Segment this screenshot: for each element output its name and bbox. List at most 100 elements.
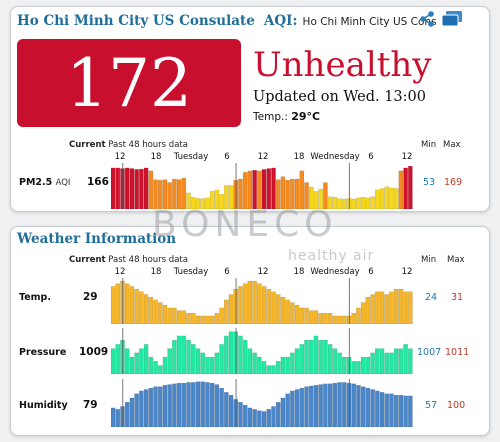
temp-bar[interactable] <box>275 294 281 324</box>
pm25-bar[interactable] <box>214 189 220 209</box>
temp-bar[interactable] <box>209 315 215 324</box>
pm25-bar[interactable] <box>313 191 319 209</box>
pressure-bar[interactable] <box>172 339 177 374</box>
pm25-bar[interactable] <box>275 179 281 209</box>
pressure-bar[interactable] <box>275 361 281 374</box>
temp-bar[interactable] <box>247 280 253 324</box>
pressure-bar[interactable] <box>271 365 276 374</box>
temp-bar[interactable] <box>176 310 182 324</box>
pressure-bar[interactable] <box>294 348 300 374</box>
pressure-bar[interactable] <box>332 348 338 374</box>
pressure-bar[interactable] <box>134 352 139 374</box>
pressure-bar[interactable] <box>308 339 314 374</box>
temp-bar[interactable] <box>271 291 276 324</box>
pm25-bar[interactable] <box>304 182 309 209</box>
humidity-bar[interactable] <box>191 382 196 427</box>
pressure-bar[interactable] <box>167 348 172 374</box>
humidity-bar[interactable] <box>280 397 286 427</box>
humidity-sparkline[interactable] <box>111 379 413 427</box>
temp-bar[interactable] <box>162 305 168 324</box>
pm25-bar[interactable] <box>285 180 290 209</box>
humidity-bar[interactable] <box>318 384 323 427</box>
humidity-bar[interactable] <box>294 389 300 427</box>
temp-bar[interactable] <box>294 305 300 324</box>
share-icon[interactable] <box>419 10 435 32</box>
pm25-bar[interactable] <box>384 186 390 209</box>
temp-bar[interactable] <box>370 294 375 324</box>
temp-bar[interactable] <box>224 299 229 324</box>
temp-bar[interactable] <box>143 294 149 324</box>
temp-bar[interactable] <box>304 307 309 324</box>
pressure-bar[interactable] <box>403 344 408 374</box>
humidity-bar[interactable] <box>153 386 158 427</box>
pressure-bar[interactable] <box>205 356 210 374</box>
pressure-bar[interactable] <box>327 344 333 374</box>
pm25-bar[interactable] <box>205 197 210 209</box>
humidity-bar[interactable] <box>143 389 149 427</box>
pressure-bar[interactable] <box>129 356 135 374</box>
pressure-bar[interactable] <box>214 352 220 374</box>
pressure-bar[interactable] <box>304 339 309 374</box>
pm25-bar[interactable] <box>224 185 229 209</box>
humidity-bar[interactable] <box>224 392 229 427</box>
pm25-bar[interactable] <box>299 170 305 209</box>
pressure-bar[interactable] <box>313 335 319 374</box>
pm25-bar[interactable] <box>342 198 347 209</box>
pressure-bar[interactable] <box>186 339 191 374</box>
pressure-bar[interactable] <box>261 361 267 374</box>
pressure-bar[interactable] <box>337 352 342 374</box>
temp-bar[interactable] <box>318 313 323 324</box>
temp-bar[interactable] <box>261 286 267 324</box>
pressure-bar[interactable] <box>162 356 168 374</box>
humidity-bar[interactable] <box>172 383 177 427</box>
humidity-bar[interactable] <box>205 382 210 427</box>
humidity-bar[interactable] <box>275 402 281 427</box>
pressure-bar[interactable] <box>285 356 290 374</box>
pressure-sparkline[interactable] <box>111 328 413 374</box>
temp-bar[interactable] <box>389 291 394 324</box>
humidity-bar[interactable] <box>228 394 234 427</box>
pressure-bar[interactable] <box>342 356 347 374</box>
temp-bar[interactable] <box>238 286 243 324</box>
humidity-bar[interactable] <box>365 387 371 427</box>
humidity-bar[interactable] <box>299 387 305 427</box>
pressure-bar[interactable] <box>360 356 366 374</box>
humidity-bar[interactable] <box>304 386 309 427</box>
pressure-bar[interactable] <box>139 348 144 374</box>
pm25-bar[interactable] <box>242 172 248 209</box>
pressure-bar[interactable] <box>224 335 229 374</box>
pressure-bar[interactable] <box>266 365 272 374</box>
temp-bar[interactable] <box>323 313 328 324</box>
pressure-bar[interactable] <box>370 352 375 374</box>
pm25-bar[interactable] <box>143 167 149 209</box>
humidity-bar[interactable] <box>124 402 130 427</box>
temp-bar[interactable] <box>351 313 356 324</box>
pm25-bar[interactable] <box>200 198 205 209</box>
temp-bar[interactable] <box>408 291 413 324</box>
pressure-bar[interactable] <box>209 356 215 374</box>
humidity-bar[interactable] <box>375 390 380 427</box>
humidity-bar[interactable] <box>261 411 267 427</box>
temp-bar[interactable] <box>285 299 290 324</box>
temp-bar[interactable] <box>356 307 361 324</box>
temp-bar[interactable] <box>242 283 248 324</box>
pm25-bar[interactable] <box>318 188 323 209</box>
temp-bar[interactable] <box>129 286 135 324</box>
temp-bar[interactable] <box>134 288 139 324</box>
humidity-bar[interactable] <box>384 393 390 427</box>
pressure-bar[interactable] <box>393 348 399 374</box>
pressure-bar[interactable] <box>389 352 394 374</box>
pm25-bar[interactable] <box>148 170 154 209</box>
humidity-bar[interactable] <box>403 395 408 427</box>
humidity-bar[interactable] <box>285 393 290 427</box>
pm25-bar[interactable] <box>172 178 177 209</box>
humidity-bar[interactable] <box>214 384 220 427</box>
temp-bar[interactable] <box>403 291 408 324</box>
humidity-bar[interactable] <box>323 383 328 427</box>
temp-bar[interactable] <box>186 313 191 324</box>
humidity-bar[interactable] <box>167 384 172 427</box>
pressure-bar[interactable] <box>115 344 121 374</box>
pm25-bar[interactable] <box>389 187 394 209</box>
pm25-bar[interactable] <box>129 168 135 209</box>
pm25-bar[interactable] <box>209 191 215 209</box>
